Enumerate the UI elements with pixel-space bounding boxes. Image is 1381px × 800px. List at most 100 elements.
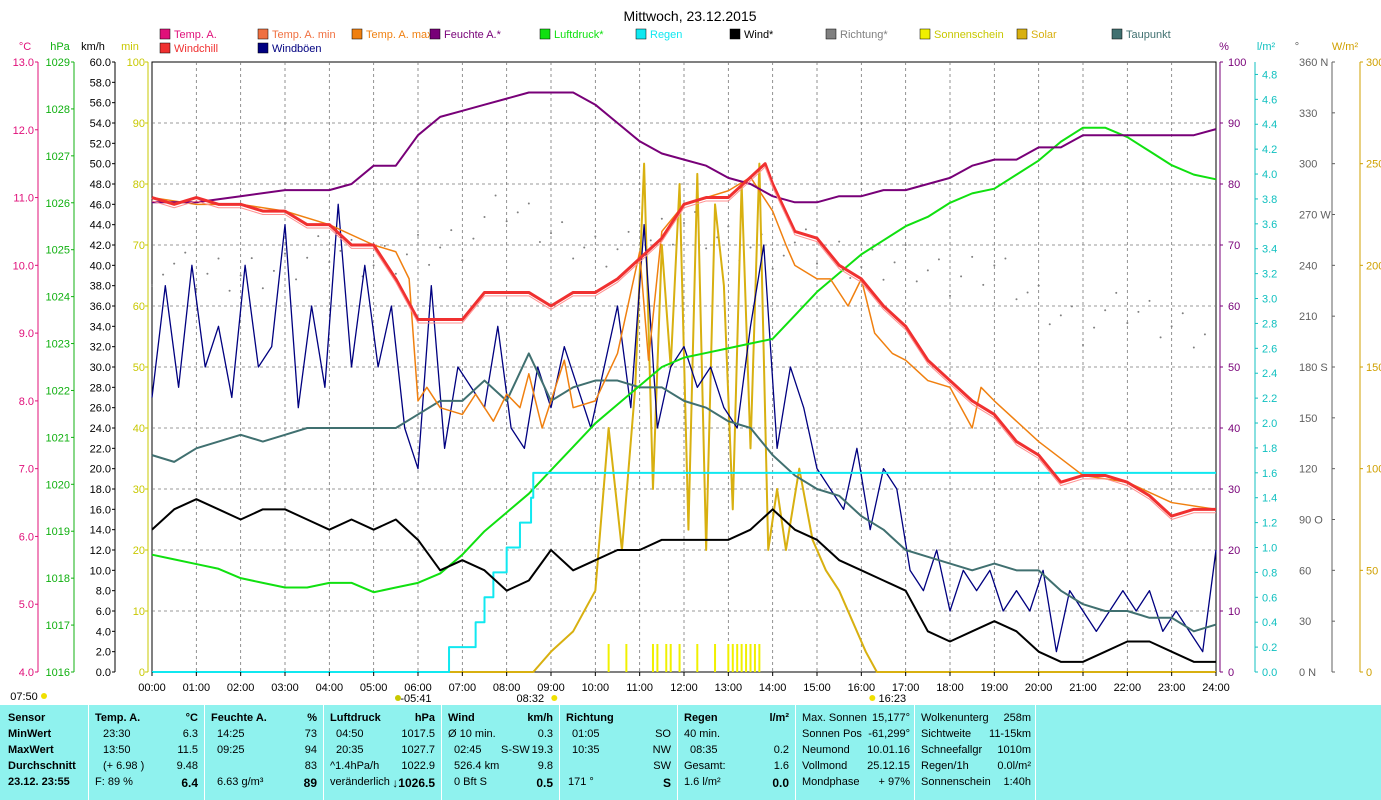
temp-avg-value: 9.48 — [176, 760, 198, 772]
hum-min-value: 73 — [304, 728, 317, 740]
press-max-time: 20:35 — [336, 744, 364, 756]
press-min-time: 04:50 — [336, 728, 364, 740]
tick-label-wind: 32.0 — [90, 342, 111, 354]
x-tick-label: 14:00 — [759, 682, 787, 694]
direction-point — [494, 194, 497, 197]
tick-label-temp: 5.0 — [19, 599, 34, 611]
tick-label-wind: 6.0 — [96, 606, 111, 618]
dir-degrees: 171 ° — [568, 776, 594, 788]
tick-label-pressure: 1019 — [46, 526, 70, 538]
tick-label-rain: 1.4 — [1262, 493, 1277, 505]
temp-column: Temp. A. °C 23:30 6.3 13:50 11.5 (+ 6.98… — [89, 705, 204, 800]
legend-swatch — [257, 42, 269, 54]
direction-point — [1004, 257, 1007, 260]
x-tick-label: 24:00 — [1202, 682, 1230, 694]
header-rain: Regen — [684, 712, 718, 724]
header-dir: Richtung — [566, 712, 614, 724]
tick-label-pressure: 1026 — [46, 198, 70, 210]
cloud-r1-label: Wolkenunterg — [921, 712, 989, 724]
direction-point — [317, 235, 320, 238]
tick-label-rain: 0.6 — [1262, 592, 1277, 604]
humidity-line — [152, 91, 1217, 204]
legend-label: Temp. A. max — [366, 29, 433, 41]
direction-point — [982, 283, 985, 286]
cloud-r3-value: 1010m — [997, 744, 1031, 756]
cloud-column: Wolkenunterg 258m Sichtweite 11-15km Sch… — [915, 705, 1035, 800]
summary-table: Sensor MinWert MaxWert Durchschnitt 23.1… — [0, 705, 1381, 800]
tick-label-temp: 13.0 — [13, 57, 34, 69]
direction-point — [261, 287, 264, 290]
unit-dir: ° — [1295, 41, 1299, 53]
astro-r5-label: Mondphase — [802, 776, 860, 788]
tick-label-solar: 150 — [1366, 362, 1381, 374]
row-date-label: 23.12. 23:55 — [8, 776, 70, 788]
row-max-label: MaxWert — [8, 744, 54, 756]
tick-label-solar: 300 — [1366, 57, 1381, 69]
moonset-time: -05:41 — [400, 693, 431, 705]
press-trend-value: 1022.9 — [401, 760, 435, 772]
dir-current: S — [662, 776, 671, 790]
direction-point — [184, 251, 187, 254]
hum-max-value: 94 — [304, 744, 317, 756]
tick-label-temp: 12.0 — [13, 125, 34, 137]
tick-label-minutes: 50 — [133, 362, 145, 374]
tick-label-wind: 42.0 — [90, 240, 111, 252]
direction-point — [849, 277, 852, 280]
astro-r2-label: Sonnen Pos — [802, 728, 862, 740]
tick-label-direction: 150 — [1299, 413, 1317, 425]
cloud-r2-value: 11-15km — [989, 728, 1031, 740]
tick-label-rain: 1.6 — [1262, 468, 1277, 480]
tick-label-rain: 2.8 — [1262, 318, 1277, 330]
legend-label: Windchill — [174, 43, 218, 55]
hum-avg-value: 83 — [304, 760, 317, 772]
tick-label-solar: 0 — [1366, 667, 1372, 679]
x-tick-label: 23:00 — [1158, 682, 1186, 694]
direction-point — [428, 263, 431, 266]
press-state: veränderlich — [330, 776, 390, 788]
legend-label: Temp. A. min — [272, 29, 336, 41]
cloud-r5-value: 1:40h — [1003, 776, 1031, 788]
direction-point — [683, 221, 685, 224]
direction-point — [993, 264, 996, 267]
tick-label-solar: 50 — [1366, 565, 1378, 577]
header-hum-unit: % — [307, 712, 317, 724]
rain-current: 0.0 — [772, 776, 789, 790]
wind-max-time: 02:45 — [454, 744, 482, 756]
wind-column: Wind km/h Ø 10 min. 0.3 02:45 S-SW 19.3 … — [442, 705, 559, 800]
x-tick-label: 00:00 — [138, 682, 166, 694]
x-tick-label: 15:00 — [803, 682, 831, 694]
x-tick-label: 11:00 — [626, 682, 653, 694]
tick-label-pressure: 1027 — [46, 151, 70, 163]
press-max-value: 1027.7 — [401, 744, 435, 756]
direction-point — [1148, 299, 1151, 302]
direction-point — [372, 264, 375, 267]
dewpoint-line — [151, 352, 1217, 633]
header-wind: Wind — [448, 712, 475, 724]
direction-column: Richtung 01:05 SO 10:35 NW SW 171 ° S — [560, 705, 677, 800]
dir-r1-value: SO — [655, 728, 671, 740]
tick-label-pressure: 1023 — [46, 339, 70, 351]
tick-label-wind: 40.0 — [90, 260, 111, 272]
tick-label-humidity: 0 — [1228, 667, 1234, 679]
astro-r4-value: 25.12.15 — [867, 760, 910, 772]
tick-label-temp: 10.0 — [13, 260, 34, 272]
press-min-value: 1017.5 — [401, 728, 435, 740]
direction-point — [505, 220, 508, 223]
cloud-r4-value: 0.0l/m² — [997, 760, 1031, 772]
astro-r2-value: -61,299° — [868, 728, 910, 740]
gust-line — [151, 203, 1217, 653]
tick-label-solar: 250 — [1366, 159, 1381, 171]
tick-label-direction: 360 N — [1299, 57, 1328, 69]
tick-label-rain: 4.4 — [1262, 119, 1277, 131]
direction-point — [483, 216, 486, 219]
direction-point — [173, 262, 176, 265]
direction-point — [417, 233, 419, 236]
legend-label: Regen — [650, 29, 682, 41]
direction-point — [162, 273, 165, 276]
row-min-label: MinWert — [8, 728, 52, 740]
sunset-icon — [869, 695, 876, 701]
tick-label-rain: 2.0 — [1262, 418, 1277, 430]
tick-label-humidity: 90 — [1228, 118, 1240, 130]
chart-series — [151, 91, 1217, 673]
dir-r2-time: 10:35 — [572, 744, 600, 756]
